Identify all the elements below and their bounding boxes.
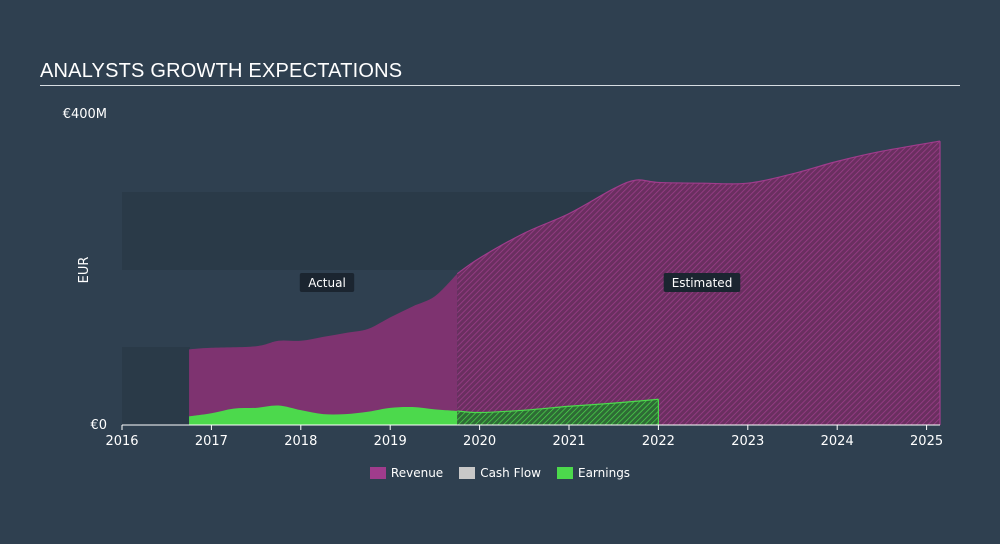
y-tick-label: €0 xyxy=(90,418,107,433)
x-tick-label: 2021 xyxy=(552,434,585,449)
legend: Revenue Cash Flow Earnings xyxy=(0,466,1000,480)
x-tick-label: 2016 xyxy=(105,434,138,449)
legend-label: Cash Flow xyxy=(480,466,541,480)
y-tick-label: €400M xyxy=(63,107,107,122)
legend-swatch-cash-flow xyxy=(459,467,476,479)
legend-label: Revenue xyxy=(390,466,444,480)
x-tick-label: 2017 xyxy=(195,434,228,449)
estimated-label: Estimated xyxy=(663,273,741,292)
legend-swatch-revenue xyxy=(369,467,386,479)
legend-label: Earnings xyxy=(577,466,631,480)
legend-item-cash-flow[interactable]: Cash Flow xyxy=(459,466,541,480)
earnings-actual-area xyxy=(189,405,458,425)
x-tick-label: 2022 xyxy=(642,434,675,449)
phase-label-bg xyxy=(299,273,355,292)
revenue-actual-area xyxy=(189,273,458,425)
actual-label: Actual xyxy=(299,273,355,292)
legend-swatch-earnings xyxy=(556,467,573,479)
revenue-estimated-line xyxy=(456,140,941,275)
legend-item-earnings[interactable]: Earnings xyxy=(556,466,631,480)
x-tick-label: 2018 xyxy=(284,434,317,449)
chart-title: ANALYSTS GROWTH EXPECTATIONS xyxy=(40,60,403,82)
x-tick-label: 2023 xyxy=(731,434,764,449)
y-axis-title: EUR xyxy=(77,257,92,284)
axis-layer: Actual Estimated 2016 2017 2018 2019 2020 2021 2… xyxy=(63,107,943,449)
legend-item-revenue[interactable]: Revenue xyxy=(369,466,444,480)
phase-label-bg xyxy=(663,273,741,292)
x-tick-label: 2024 xyxy=(821,434,854,449)
background-band xyxy=(122,347,190,425)
x-tick-label: 2019 xyxy=(374,434,407,449)
phase-label-text: Actual xyxy=(308,276,346,290)
earnings-estimated-line xyxy=(457,398,659,414)
x-tick-label: 2020 xyxy=(463,434,496,449)
title-divider xyxy=(40,85,960,86)
earnings-estimated-area xyxy=(457,399,659,425)
x-tick-label: 2025 xyxy=(910,434,943,449)
phase-label-text: Estimated xyxy=(672,276,733,290)
